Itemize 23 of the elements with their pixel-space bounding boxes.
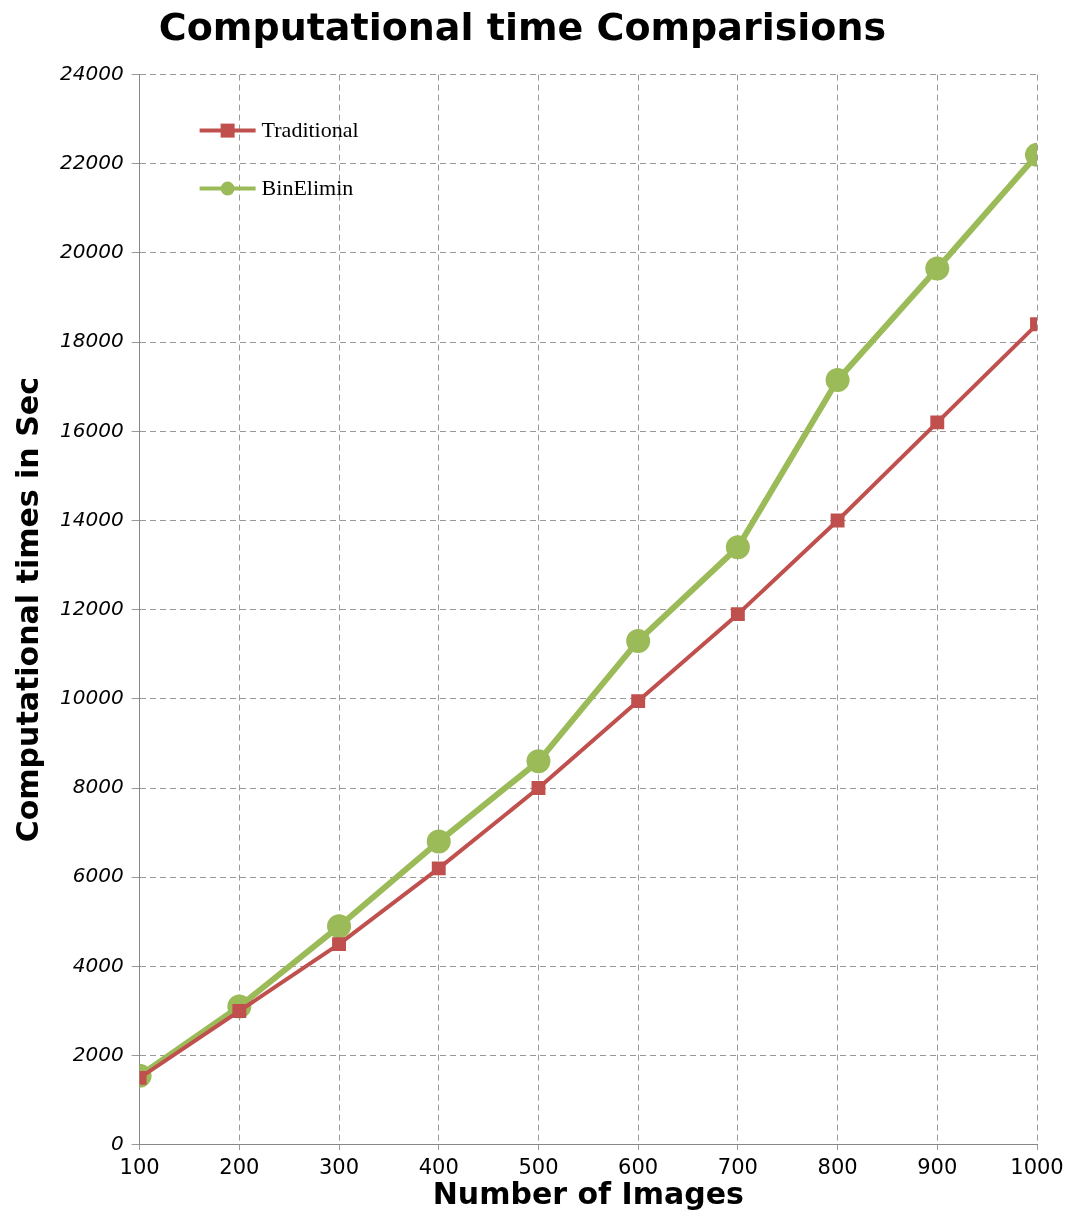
y-axis-title: Computational times in Sec: [9, 377, 45, 843]
y-tick-label: 0: [110, 1131, 124, 1155]
legend-label: BinElimin: [261, 175, 354, 201]
y-tick-label: 14000: [60, 506, 124, 531]
x-tick-label: 300: [318, 1154, 360, 1179]
x-tick-label: 1000: [1010, 1154, 1064, 1179]
x-tick-label: 800: [817, 1154, 858, 1179]
y-tick-label: 16000: [60, 417, 124, 442]
y-tick-label: 10000: [60, 685, 124, 710]
y-tick-label: 6000: [72, 863, 124, 888]
x-tick-label: 100: [119, 1154, 160, 1179]
y-tick-label: 2000: [72, 1041, 124, 1066]
y-tick-label: 22000: [60, 149, 124, 174]
y-tick-label: 8000: [72, 774, 124, 799]
y-tick-label: 24000: [60, 60, 124, 85]
chart-title: Computational time Comparisions: [158, 4, 887, 49]
y-tick-label: 4000: [72, 952, 124, 977]
y-tick-label: 12000: [60, 595, 124, 620]
x-tick-label: 200: [219, 1154, 260, 1179]
y-tick-label: 20000: [60, 239, 124, 264]
x-tick-label: 900: [917, 1154, 958, 1179]
y-tick-label: 18000: [60, 328, 124, 353]
legend-label: Traditional: [261, 117, 359, 143]
